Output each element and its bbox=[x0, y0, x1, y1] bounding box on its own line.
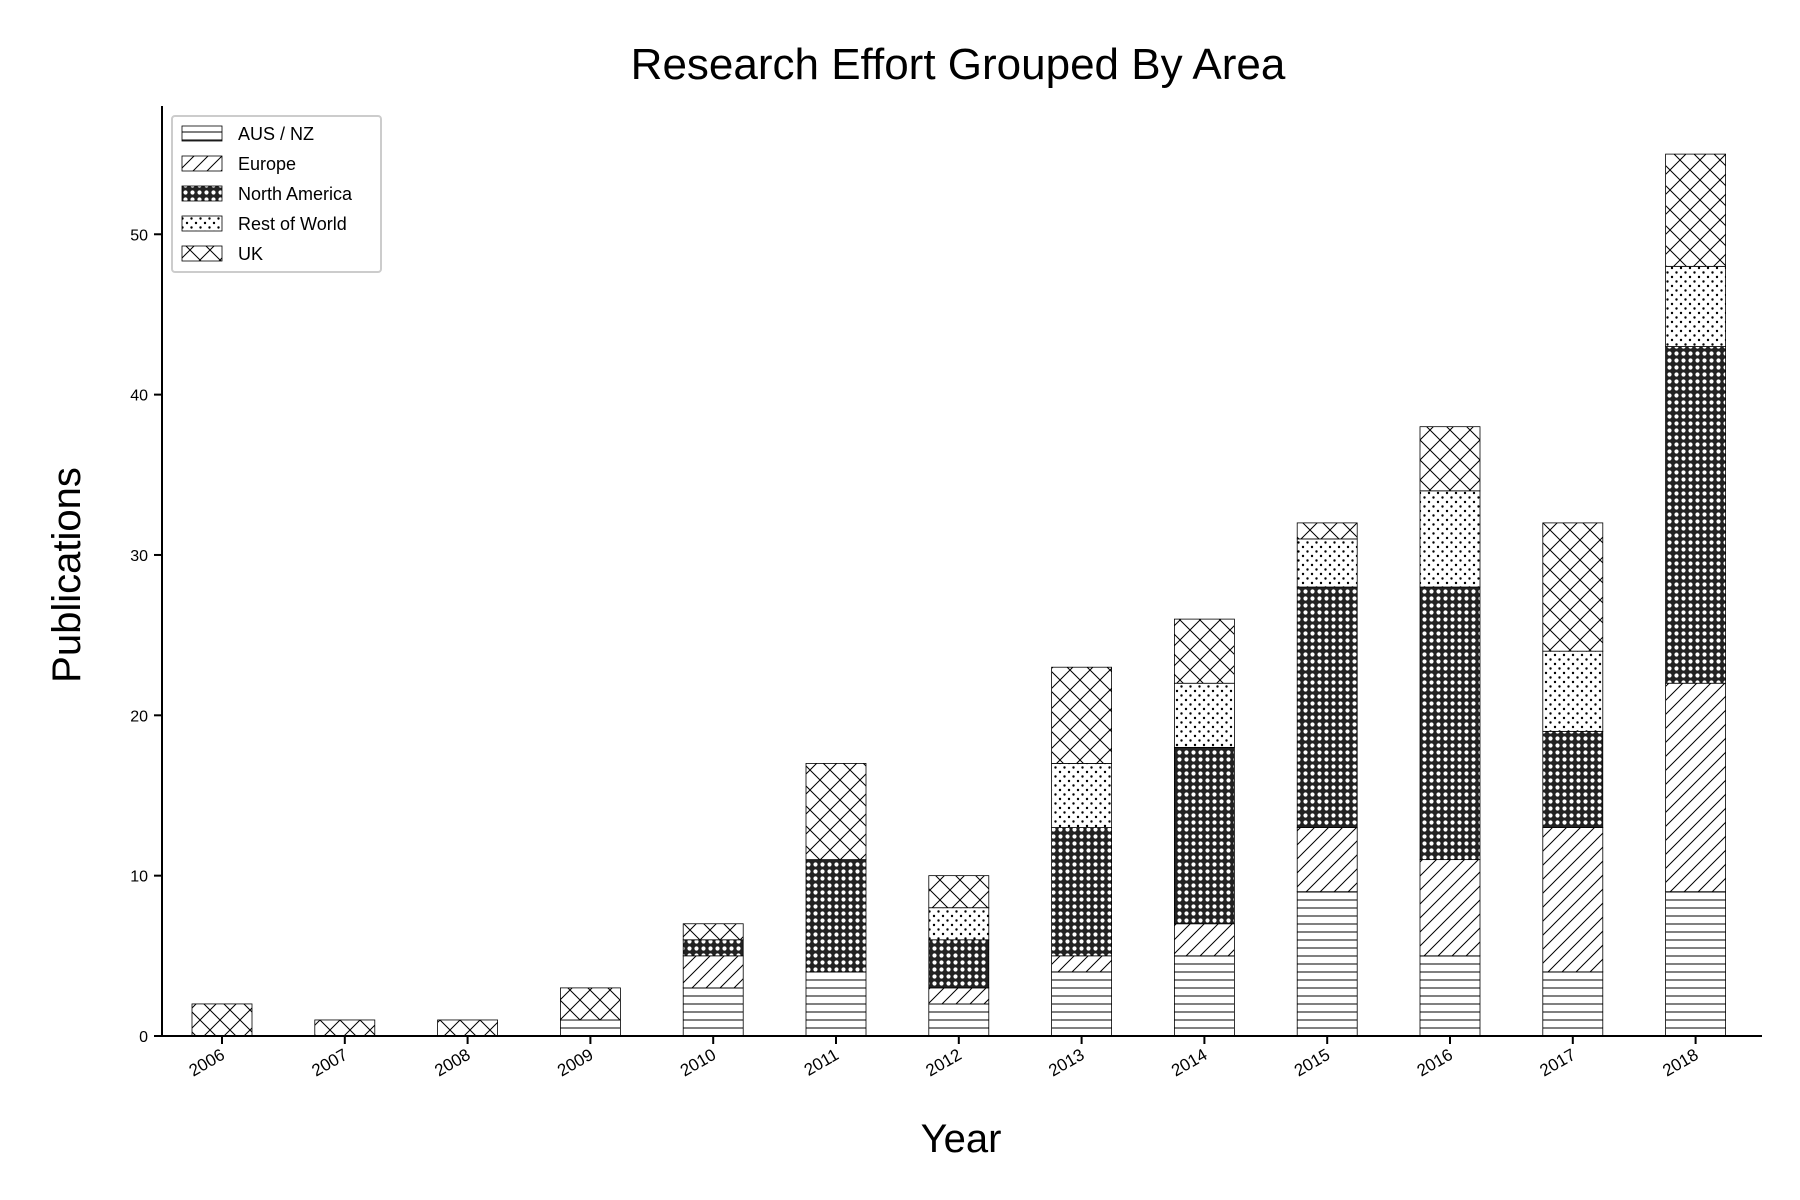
x-axis-label: Year bbox=[921, 1117, 1002, 1161]
legend-swatch bbox=[181, 245, 223, 262]
bar-segment-2011-2 bbox=[805, 859, 867, 973]
bar-segment-2018-2 bbox=[1665, 346, 1726, 684]
bar-segment-2012-4 bbox=[928, 875, 990, 909]
bar-segment-2014-1 bbox=[1174, 923, 1235, 957]
legend-swatch bbox=[181, 185, 223, 202]
bar-segment-2015-1 bbox=[1296, 827, 1358, 893]
bar-segment-2013-0 bbox=[1051, 971, 1112, 1037]
bar-segment-2012-0 bbox=[928, 1003, 990, 1037]
x-tick-label: 2011 bbox=[801, 1045, 842, 1080]
bar-segment-2013-1 bbox=[1051, 955, 1112, 973]
legend-items: AUS / NZ Europe North America Rest of World… bbox=[181, 124, 353, 264]
bar-segment-2018-4 bbox=[1665, 153, 1726, 267]
bar-segment-2013-3 bbox=[1051, 763, 1112, 828]
bar-segment-2015-0 bbox=[1296, 891, 1358, 1037]
bar-segment-2010-0 bbox=[682, 987, 744, 1037]
x-tick-label: 2014 bbox=[1168, 1045, 1210, 1080]
bar-segment-2017-4 bbox=[1542, 522, 1604, 652]
bar-segment-2009-0 bbox=[560, 1019, 621, 1037]
x-axis-ticks: 2006 2007 2008 2009 2010 2011 2012 2013 2014 2015… bbox=[186, 1036, 1702, 1080]
bar-segment-2010-4 bbox=[682, 923, 744, 941]
legend-box bbox=[171, 115, 382, 273]
x-tick-label: 2009 bbox=[554, 1045, 596, 1080]
bar-segment-2011-4 bbox=[805, 763, 867, 861]
bar-segment-2017-1 bbox=[1542, 827, 1604, 973]
bar-segment-2017-3 bbox=[1542, 650, 1604, 732]
bar-segment-2013-2 bbox=[1051, 827, 1112, 957]
x-tick-label: 2017 bbox=[1537, 1045, 1579, 1080]
x-tick-label: 2018 bbox=[1659, 1045, 1701, 1080]
bar-segment-2014-2 bbox=[1174, 746, 1235, 925]
x-tick-label: 2007 bbox=[309, 1045, 351, 1080]
legend-swatch bbox=[181, 125, 223, 142]
y-tick-label: 0 bbox=[139, 1029, 148, 1046]
bar-segment-2016-0 bbox=[1419, 955, 1481, 1037]
bar-segment-2017-0 bbox=[1542, 971, 1604, 1037]
bar-segment-2012-2 bbox=[928, 939, 990, 989]
legend-label: Rest of World bbox=[238, 214, 347, 234]
legend: AUS / NZ Europe North America Rest of World… bbox=[171, 115, 382, 273]
bar-segment-2015-4 bbox=[1296, 522, 1358, 540]
bar-segment-2015-2 bbox=[1296, 586, 1358, 828]
bar-segment-2018-0 bbox=[1665, 891, 1726, 1037]
y-tick-label: 20 bbox=[130, 708, 148, 725]
y-tick-label: 40 bbox=[130, 388, 148, 405]
bar-segment-2010-1 bbox=[682, 955, 744, 989]
bar-segment-2015-3 bbox=[1296, 538, 1358, 588]
bar-segment-2010-2 bbox=[682, 939, 744, 957]
legend-label: AUS / NZ bbox=[238, 124, 314, 144]
x-tick-label: 2008 bbox=[431, 1045, 473, 1080]
y-tick-label: 10 bbox=[130, 869, 148, 886]
x-tick-label: 2013 bbox=[1045, 1045, 1087, 1080]
bar-segment-2013-4 bbox=[1051, 666, 1112, 764]
x-tick-label: 2016 bbox=[1414, 1045, 1456, 1080]
bars-layer bbox=[191, 153, 1726, 1037]
bar-segment-2014-4 bbox=[1174, 618, 1235, 684]
bar-segment-2016-2 bbox=[1419, 586, 1481, 861]
bar-segment-2018-1 bbox=[1665, 682, 1726, 893]
bar-segment-2012-3 bbox=[928, 907, 990, 941]
x-tick-label: 2006 bbox=[186, 1045, 228, 1080]
bar-segment-2006-4 bbox=[191, 1003, 253, 1037]
x-tick-label: 2015 bbox=[1291, 1045, 1333, 1080]
x-tick-label: 2010 bbox=[677, 1045, 719, 1080]
legend-swatch bbox=[181, 155, 223, 172]
bar-segment-2011-0 bbox=[805, 971, 867, 1037]
bar-segment-2009-4 bbox=[560, 987, 621, 1021]
bar-segment-2012-1 bbox=[928, 987, 990, 1005]
bar-segment-2008-4 bbox=[437, 1019, 499, 1037]
bar-segment-2014-3 bbox=[1174, 682, 1235, 748]
chart-title: Research Effort Grouped By Area bbox=[631, 40, 1286, 89]
y-tick-label: 30 bbox=[130, 548, 148, 565]
legend-label: Europe bbox=[238, 154, 296, 174]
bar-segment-2017-2 bbox=[1542, 730, 1604, 828]
y-axis-label: Publications bbox=[45, 467, 89, 683]
bar-segment-2016-3 bbox=[1419, 490, 1481, 588]
legend-label: North America bbox=[238, 184, 353, 204]
y-axis-ticks: 0 10 20 30 40 50 bbox=[130, 227, 162, 1046]
bar-segment-2014-0 bbox=[1174, 955, 1235, 1037]
bar-segment-2016-4 bbox=[1419, 426, 1481, 492]
x-tick-label: 2012 bbox=[923, 1045, 965, 1080]
bar-segment-2018-3 bbox=[1665, 265, 1726, 347]
bar-segment-2007-4 bbox=[314, 1019, 376, 1037]
bar-segment-2016-1 bbox=[1419, 859, 1481, 957]
legend-label: UK bbox=[238, 244, 263, 264]
legend-swatch bbox=[181, 215, 223, 232]
y-tick-label: 50 bbox=[130, 227, 148, 244]
